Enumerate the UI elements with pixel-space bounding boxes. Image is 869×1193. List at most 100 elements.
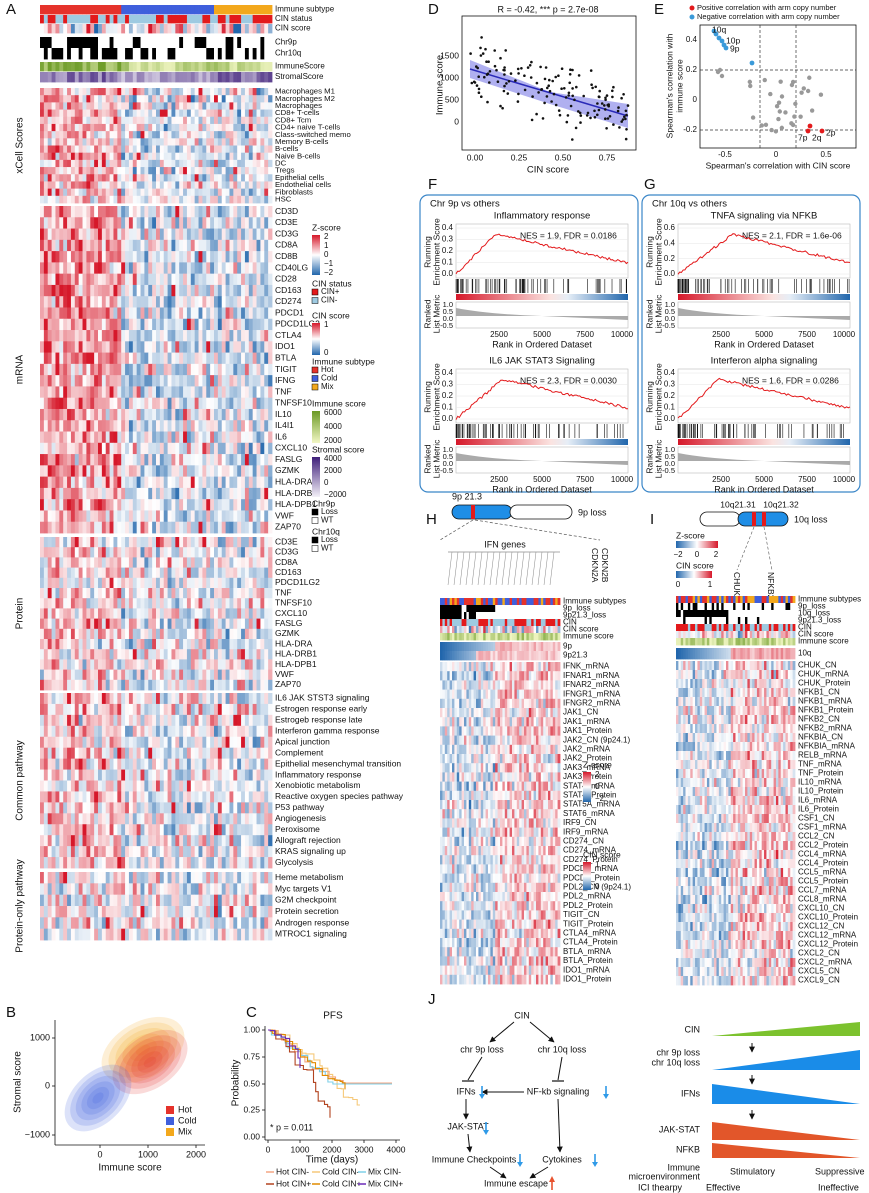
heat-cell bbox=[55, 363, 60, 376]
row-label: CD8A bbox=[275, 557, 298, 567]
heat-cell bbox=[179, 318, 184, 331]
heat-cell bbox=[101, 598, 107, 609]
heat-cell bbox=[82, 159, 87, 168]
heat-cell bbox=[86, 72, 91, 83]
heat-cell bbox=[113, 145, 118, 154]
heat-cell bbox=[183, 639, 188, 650]
heat-cell bbox=[132, 251, 138, 263]
heatmap bbox=[40, 48, 273, 60]
heat-cell bbox=[67, 386, 72, 399]
heat-cell bbox=[159, 318, 165, 331]
heat-cell bbox=[152, 159, 157, 168]
heat-cell bbox=[121, 510, 126, 523]
heat-cell bbox=[256, 431, 261, 444]
heat-cell bbox=[186, 37, 192, 49]
heat-cell bbox=[167, 109, 172, 118]
heat-cell bbox=[109, 15, 114, 24]
heat-cell bbox=[128, 465, 134, 478]
heat-cell bbox=[113, 736, 118, 749]
heat-cell bbox=[55, 835, 60, 847]
heat-cell bbox=[121, 431, 126, 444]
heat-cell bbox=[229, 145, 234, 154]
heat-cell bbox=[198, 791, 203, 803]
heat-cell bbox=[233, 15, 238, 24]
heat-cell bbox=[248, 217, 254, 229]
heat-cell bbox=[171, 557, 176, 568]
heat-cell bbox=[40, 181, 45, 190]
heat-cell bbox=[183, 577, 188, 589]
heat-cell bbox=[63, 487, 68, 500]
heat-cell bbox=[221, 109, 226, 118]
heat-cell bbox=[40, 714, 45, 727]
heat-cell bbox=[190, 510, 196, 523]
heat-cell bbox=[264, 557, 269, 568]
heat-cell bbox=[43, 102, 49, 110]
heat-cell bbox=[202, 669, 207, 681]
heat-cell bbox=[225, 813, 230, 825]
heat-cell bbox=[214, 363, 219, 376]
heat-cell bbox=[156, 159, 161, 168]
heat-cell bbox=[233, 251, 238, 263]
heat-cell bbox=[183, 341, 188, 353]
heat-cell bbox=[144, 145, 149, 154]
heat-cell bbox=[63, 37, 68, 49]
heat-cell bbox=[244, 352, 250, 365]
heat-cell bbox=[140, 747, 145, 760]
heat-cell bbox=[136, 109, 141, 118]
heat-cell bbox=[210, 397, 215, 410]
heat-cell bbox=[43, 363, 49, 376]
heat-cell bbox=[109, 649, 114, 660]
heat-cell bbox=[117, 195, 122, 204]
heat-cell bbox=[94, 577, 99, 589]
heat-cell bbox=[101, 725, 107, 738]
heat-cell bbox=[217, 659, 223, 670]
heat-cell bbox=[252, 159, 257, 168]
heat-cell bbox=[132, 341, 138, 353]
heat-cell bbox=[194, 188, 199, 197]
heat-cell bbox=[125, 352, 130, 365]
heat-cell bbox=[225, 454, 230, 466]
heat-cell bbox=[109, 628, 114, 640]
heat-cell bbox=[167, 318, 172, 331]
heat-cell bbox=[51, 510, 56, 523]
heat-cell bbox=[256, 454, 261, 466]
heat-cell bbox=[55, 703, 60, 716]
heat-cell bbox=[217, 521, 223, 534]
heat-cell bbox=[94, 206, 99, 218]
heat-cell bbox=[59, 725, 64, 738]
heat-cell bbox=[74, 5, 80, 15]
heat-cell bbox=[248, 318, 254, 331]
heat-cell bbox=[229, 375, 234, 387]
heatmap bbox=[40, 15, 273, 24]
heat-cell bbox=[163, 628, 168, 640]
heat-cell bbox=[74, 206, 80, 218]
heat-cell bbox=[175, 510, 180, 523]
heat-cell bbox=[190, 138, 196, 146]
heat-cell bbox=[63, 228, 68, 241]
heat-cell bbox=[159, 408, 165, 421]
heat-cell bbox=[229, 598, 234, 609]
heat-cell bbox=[86, 408, 91, 421]
heat-cell bbox=[167, 567, 172, 579]
heat-cell bbox=[40, 48, 45, 60]
heat-cell bbox=[152, 123, 157, 132]
heat-cell bbox=[63, 537, 68, 548]
heat-cell bbox=[136, 813, 141, 825]
heat-cell bbox=[152, 420, 157, 432]
heat-cell bbox=[268, 159, 273, 168]
heat-cell bbox=[225, 802, 230, 814]
heat-cell bbox=[229, 835, 234, 847]
heat-cell bbox=[244, 547, 250, 558]
heat-cell bbox=[74, 649, 80, 660]
heat-cell bbox=[67, 167, 72, 175]
heat-cell bbox=[55, 802, 60, 814]
heat-cell bbox=[59, 521, 64, 534]
heat-cell bbox=[248, 145, 254, 154]
heat-cell bbox=[43, 802, 49, 814]
heat-cell bbox=[70, 476, 76, 489]
heat-cell bbox=[140, 284, 145, 297]
heat-cell bbox=[40, 476, 45, 489]
heat-cell bbox=[256, 791, 261, 803]
heat-cell bbox=[128, 588, 134, 599]
heat-cell bbox=[140, 608, 145, 619]
